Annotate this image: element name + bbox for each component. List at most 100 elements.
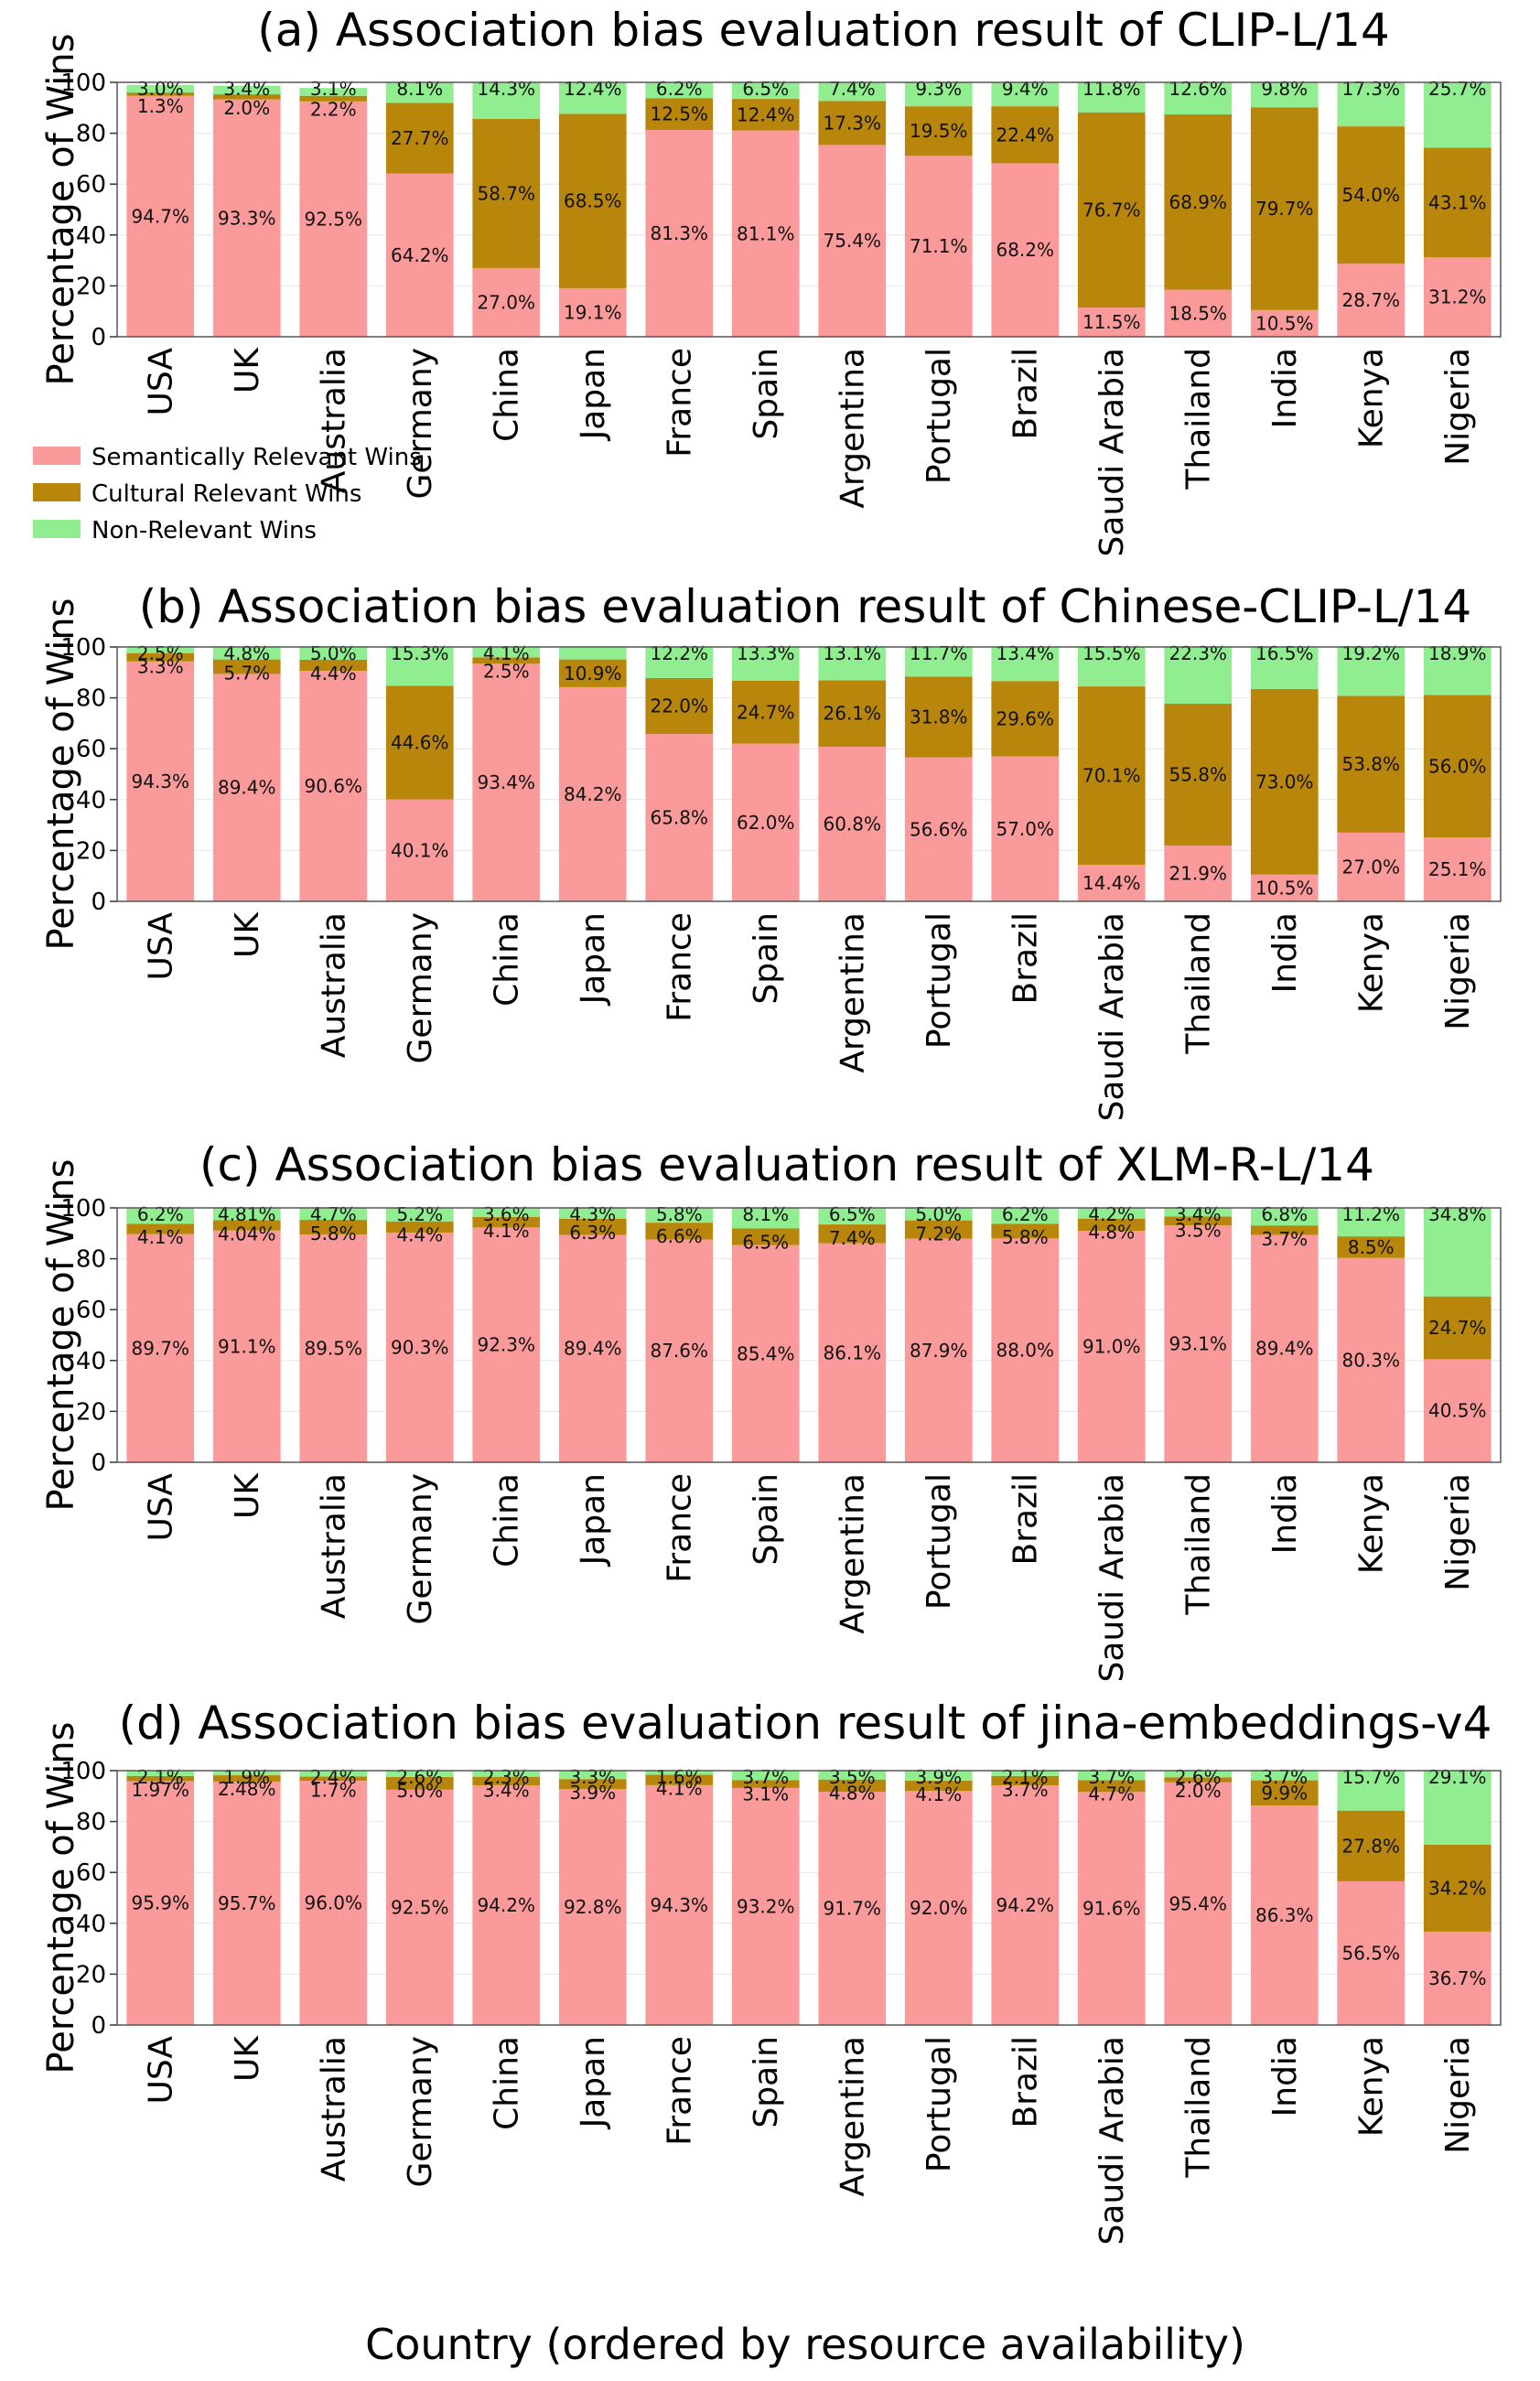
bar-segment-semantic bbox=[212, 99, 281, 337]
data-label-semantic: 81.1% bbox=[737, 222, 795, 244]
bar-segment-semantic bbox=[126, 661, 195, 901]
data-label-nonrel: 6.2% bbox=[1002, 1203, 1049, 1225]
bar-segment-nonrel bbox=[818, 647, 887, 681]
data-label-cultural: 4.1% bbox=[656, 1777, 703, 1799]
data-label-semantic: 56.5% bbox=[1341, 1942, 1400, 1964]
bar-segment-semantic bbox=[818, 145, 887, 337]
data-label-semantic: 64.2% bbox=[391, 244, 449, 266]
bar-segment-nonrel bbox=[1337, 647, 1405, 696]
x-tick-label: Kenya bbox=[1352, 912, 1390, 1013]
data-label-semantic: 10.5% bbox=[1255, 877, 1314, 899]
y-tick-label: 100 bbox=[60, 634, 106, 662]
bar-segment-nonrel bbox=[212, 85, 281, 95]
data-label-nonrel: 3.7% bbox=[1088, 1766, 1135, 1788]
legend-swatch-semantic bbox=[33, 447, 81, 465]
y-tick-label: 80 bbox=[76, 685, 106, 713]
bar-segment-nonrel bbox=[126, 1208, 195, 1224]
chart-panel-2: (b) Association bias evaluation result o… bbox=[40, 580, 1502, 1121]
data-label-cultural: 31.8% bbox=[910, 706, 968, 727]
data-label-nonrel: 13.1% bbox=[823, 642, 881, 664]
y-tick-label: 40 bbox=[76, 1911, 106, 1938]
bar-segment-nonrel bbox=[299, 1208, 368, 1221]
data-label-cultural: 19.5% bbox=[910, 120, 968, 142]
data-label-cultural: 2.0% bbox=[223, 97, 270, 119]
x-tick-label: Argentina bbox=[834, 1473, 871, 1634]
data-label-cultural: 22.0% bbox=[650, 695, 708, 716]
bar-segment-cultural bbox=[818, 1779, 887, 1793]
data-label-nonrel: 4.3% bbox=[569, 1203, 616, 1225]
bar-segment-cultural bbox=[472, 1776, 541, 1786]
x-tick-label: UK bbox=[229, 2035, 266, 2082]
bar-segment-nonrel bbox=[731, 82, 800, 100]
x-tick-label: Germany bbox=[402, 2036, 439, 2187]
y-tick-label: 80 bbox=[76, 1809, 106, 1837]
data-label-nonrel: 5.0% bbox=[915, 1203, 962, 1225]
data-label-nonrel: 2.6% bbox=[396, 1766, 443, 1788]
data-label-nonrel: 2.1% bbox=[1002, 1766, 1049, 1788]
x-tick-label: Portugal bbox=[921, 912, 958, 1049]
bar-segment-semantic bbox=[1164, 289, 1233, 337]
x-tick-label: Australia bbox=[315, 348, 352, 493]
data-label-cultural: 3.3% bbox=[137, 656, 184, 678]
data-label-nonrel: 15.5% bbox=[1082, 642, 1141, 664]
x-tick-label: Spain bbox=[748, 2036, 785, 2128]
y-tick-label: 80 bbox=[76, 1246, 106, 1274]
bar-segment-cultural bbox=[645, 677, 714, 735]
bar-segment-nonrel bbox=[558, 1771, 627, 1780]
bar-segment-semantic bbox=[991, 163, 1060, 337]
data-label-semantic: 27.0% bbox=[477, 291, 535, 313]
x-tick-label: Thailand bbox=[1179, 2036, 1217, 2179]
x-tick-label: Nigeria bbox=[1439, 912, 1477, 1030]
y-tick-label: 0 bbox=[91, 324, 106, 351]
data-label-semantic: 84.2% bbox=[564, 783, 622, 805]
x-tick-label: France bbox=[661, 2036, 698, 2146]
x-tick-label: Thailand bbox=[1179, 1473, 1217, 1616]
bar-segment-cultural bbox=[299, 1220, 368, 1235]
x-tick-label: India bbox=[1266, 1473, 1304, 1554]
y-tick-label: 80 bbox=[76, 121, 106, 148]
bar-segment-cultural bbox=[1164, 114, 1233, 290]
data-label-semantic: 60.8% bbox=[823, 813, 881, 835]
data-label-nonrel: 2.1% bbox=[137, 1766, 184, 1788]
bar-segment-cultural bbox=[731, 99, 800, 131]
legend: Semantically Relevant Wins Cultural Rele… bbox=[33, 444, 422, 544]
bar-segment-nonrel bbox=[1423, 647, 1492, 695]
data-label-nonrel: 25.7% bbox=[1428, 78, 1487, 100]
data-label-nonrel: 19.2% bbox=[1341, 642, 1400, 664]
data-label-nonrel: 15.3% bbox=[391, 642, 449, 664]
data-label-semantic: 94.2% bbox=[996, 1894, 1054, 1916]
chart-panel-4: (d) Association bias evaluation result o… bbox=[40, 1697, 1502, 2245]
data-label-semantic: 92.3% bbox=[477, 1334, 535, 1356]
data-label-nonrel: 11.8% bbox=[1082, 78, 1141, 100]
data-label-nonrel: 4.1% bbox=[483, 642, 530, 664]
data-label-nonrel: 13.3% bbox=[737, 642, 795, 664]
x-tick-label: Germany bbox=[402, 348, 439, 499]
data-label-semantic: 28.7% bbox=[1341, 289, 1400, 311]
data-label-cultural: 2.48% bbox=[218, 1778, 276, 1800]
legend-swatch-nonrel bbox=[33, 520, 81, 538]
y-tick-label: 60 bbox=[76, 736, 106, 763]
x-tick-label: China bbox=[488, 912, 525, 1007]
data-label-semantic: 11.5% bbox=[1082, 311, 1141, 333]
data-label-semantic: 19.1% bbox=[564, 301, 622, 323]
bar-segment-cultural bbox=[299, 95, 368, 102]
data-label-nonrel: 2.3% bbox=[483, 1766, 530, 1788]
data-label-nonrel: 4.7% bbox=[310, 1203, 357, 1225]
x-tick-label: India bbox=[1266, 2036, 1304, 2117]
bar-segment-nonrel bbox=[645, 82, 714, 99]
x-tick-label: Japan bbox=[575, 348, 612, 441]
x-tick-label: UK bbox=[229, 1472, 266, 1519]
data-label-nonrel: 3.6% bbox=[483, 1203, 530, 1225]
x-tick-label: Brazil bbox=[1007, 2036, 1044, 2128]
bar-segment-semantic bbox=[1337, 264, 1405, 337]
bar-segment-cultural bbox=[1077, 686, 1146, 865]
x-tick-label: Thailand bbox=[1179, 912, 1217, 1055]
bar-segment-cultural bbox=[991, 1775, 1060, 1786]
data-label-cultural: 3.1% bbox=[742, 1783, 789, 1805]
chart-panels: (a) Association bias evaluation result o… bbox=[40, 4, 1502, 2245]
bar-segment-nonrel bbox=[818, 1208, 887, 1225]
y-tick-label: 20 bbox=[76, 837, 106, 865]
bar-segment-nonrel bbox=[126, 84, 195, 93]
x-tick-label: India bbox=[1266, 912, 1304, 993]
x-tick-label: UK bbox=[229, 347, 266, 393]
